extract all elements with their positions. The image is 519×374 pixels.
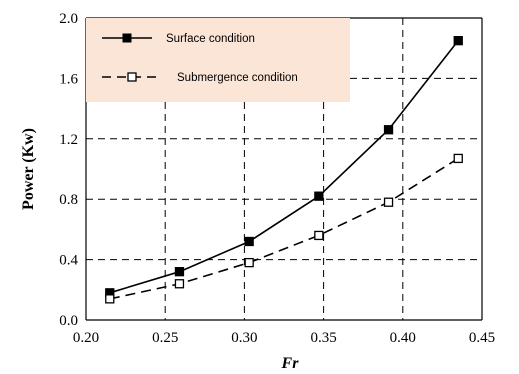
series-submergence-point [244, 257, 254, 268]
series-submergence-line [109, 157, 459, 300]
series-submergence-point [383, 197, 394, 207]
series-submergence-point [314, 230, 324, 241]
series-surface-point [383, 125, 394, 135]
y-axis-title: Power (Kw) [20, 128, 37, 210]
x-tick-label: 0.30 [231, 330, 257, 346]
x-tick-label: 0.20 [73, 330, 99, 346]
y-tick-label: 0.4 [59, 253, 78, 269]
y-tick-label: 0.8 [59, 192, 78, 208]
series-surface-line [109, 40, 459, 294]
y-tick-label: 1.6 [59, 71, 78, 87]
series-submergence-point [453, 153, 463, 164]
y-tick-label: 0.0 [59, 313, 78, 329]
x-tick-label: 0.40 [390, 330, 416, 346]
legend-surface-label: Surface condition [166, 33, 255, 45]
series-surface-point [314, 191, 324, 201]
series-surface-point [244, 236, 254, 247]
series-submergence-point [105, 294, 115, 304]
x-tick-label: 0.25 [152, 330, 178, 346]
legend-surface-marker [122, 33, 132, 43]
y-tick-label: 1.2 [59, 132, 78, 148]
legend: Surface condition Submergence condition [102, 33, 298, 84]
x-tick-labels: 0.20 0.25 0.30 0.35 0.40 0.45 [73, 330, 495, 346]
x-axis-title: Fr [281, 355, 300, 372]
legend-submergence-label: Submergence condition [177, 72, 298, 84]
y-tick-label: 2.0 [59, 11, 78, 27]
legend-background [86, 18, 350, 102]
series-submergence-point [174, 279, 185, 289]
x-tick-label: 0.45 [469, 330, 495, 346]
series-surface-point [174, 267, 185, 277]
x-tick-label: 0.35 [310, 330, 336, 346]
series-surface-point [453, 36, 463, 46]
legend-submergence-marker [127, 72, 137, 82]
series-layer [105, 36, 463, 304]
y-tick-labels: 0.0 0.4 0.8 1.2 1.6 2.0 [59, 11, 78, 329]
